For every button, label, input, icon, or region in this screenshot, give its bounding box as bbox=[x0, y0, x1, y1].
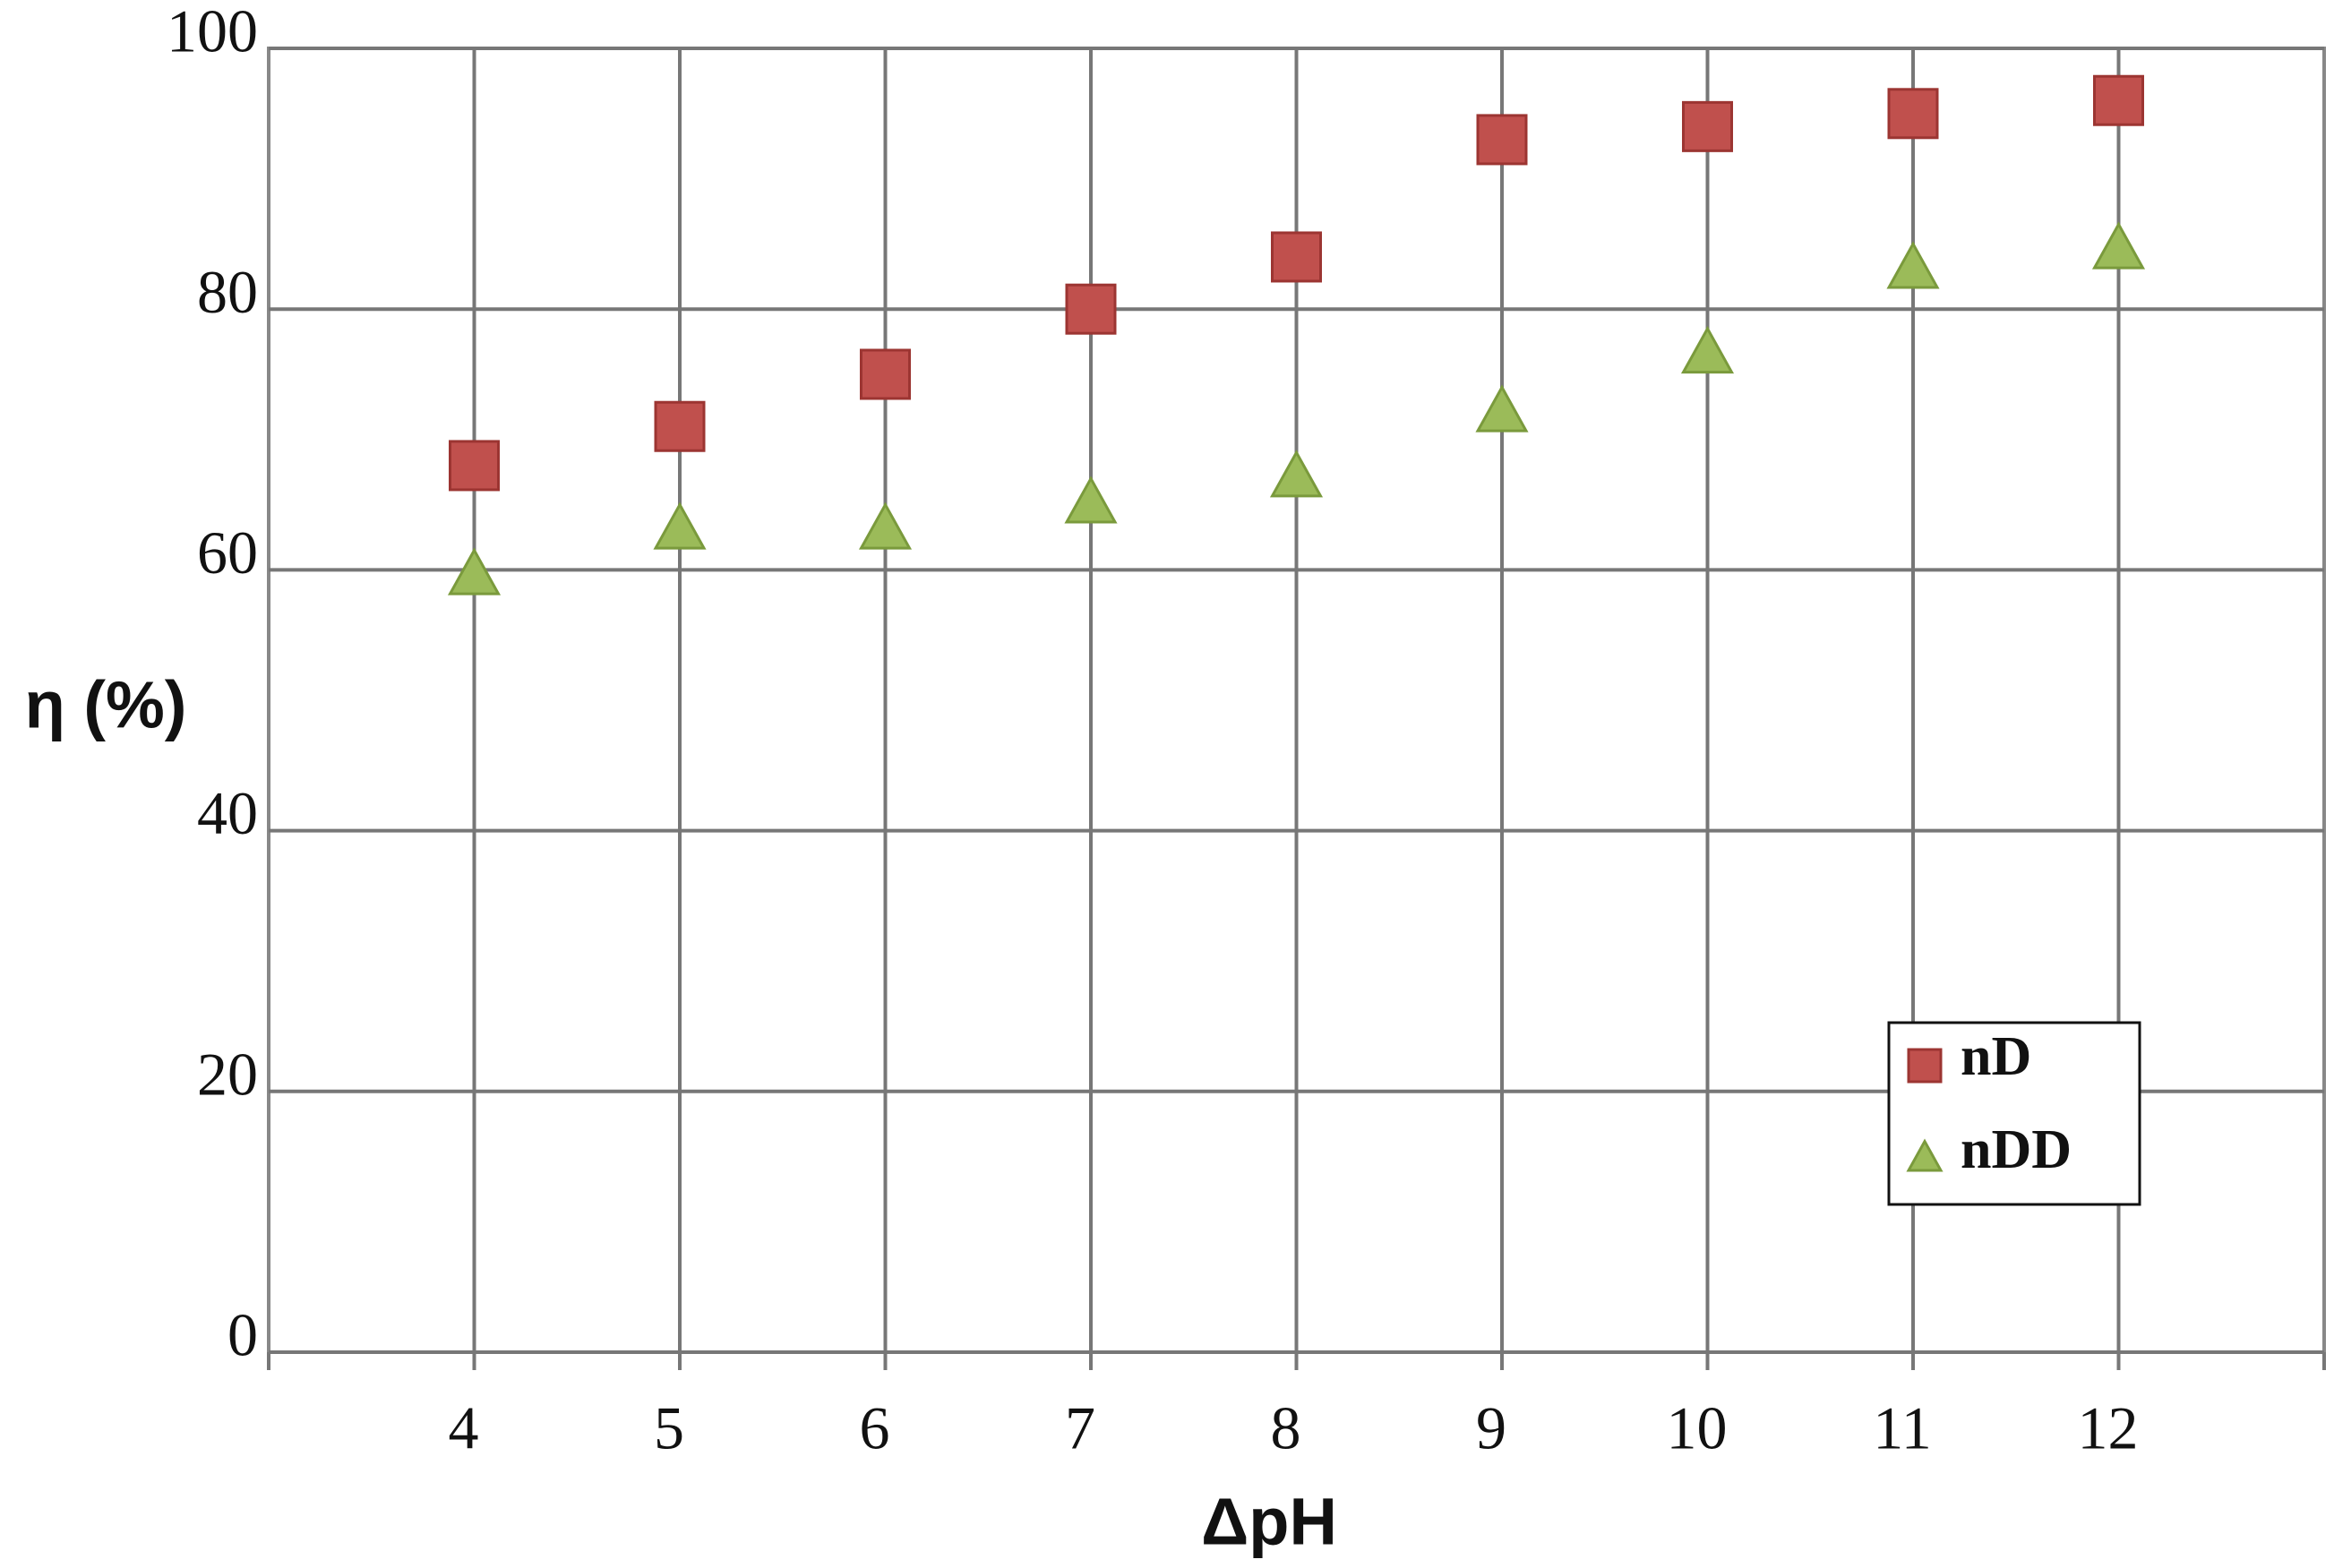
data-point bbox=[860, 348, 911, 400]
x-tick-label: 6 bbox=[860, 1394, 890, 1462]
data-point bbox=[1064, 476, 1118, 524]
data-point bbox=[1271, 231, 1322, 283]
y-tick-label: 40 bbox=[197, 779, 258, 847]
data-point bbox=[1065, 283, 1117, 335]
data-point bbox=[1682, 100, 1733, 152]
x-tick-label: 8 bbox=[1271, 1394, 1301, 1462]
data-point bbox=[1269, 450, 1324, 498]
x-axis-label: ΔpH bbox=[1201, 1485, 1337, 1559]
x-tick-label: 4 bbox=[449, 1394, 479, 1462]
data-point bbox=[858, 501, 913, 550]
data-point bbox=[653, 501, 707, 550]
data-point bbox=[654, 400, 706, 452]
data-point bbox=[1476, 114, 1528, 166]
x-tick-label: 7 bbox=[1065, 1394, 1095, 1462]
y-tick-label: 100 bbox=[167, 0, 258, 65]
legend-marker bbox=[1907, 1048, 1943, 1084]
y-tick-label: 80 bbox=[197, 258, 258, 326]
data-point bbox=[2091, 221, 2146, 270]
data-point bbox=[2093, 74, 2144, 126]
y-tick-label: 20 bbox=[197, 1040, 258, 1108]
data-point bbox=[1680, 325, 1735, 374]
data-point bbox=[447, 547, 502, 595]
data-point bbox=[1886, 241, 1940, 289]
x-tick-label: 11 bbox=[1873, 1394, 1931, 1462]
legend-marker bbox=[1906, 1138, 1944, 1172]
y-tick-label: 0 bbox=[227, 1301, 258, 1369]
legend-label: nD bbox=[1961, 1026, 2031, 1087]
x-tick-label: 9 bbox=[1476, 1394, 1506, 1462]
x-tick-label: 5 bbox=[654, 1394, 684, 1462]
legend-label: nDD bbox=[1961, 1119, 2072, 1180]
x-tick-label: 12 bbox=[2078, 1394, 2139, 1462]
y-tick-label: 60 bbox=[197, 518, 258, 587]
x-tick-label: 10 bbox=[1667, 1394, 1728, 1462]
data-point bbox=[449, 440, 500, 492]
data-point bbox=[1887, 88, 1939, 140]
data-point bbox=[1475, 384, 1529, 433]
y-axis-label: η (%) bbox=[25, 668, 187, 742]
